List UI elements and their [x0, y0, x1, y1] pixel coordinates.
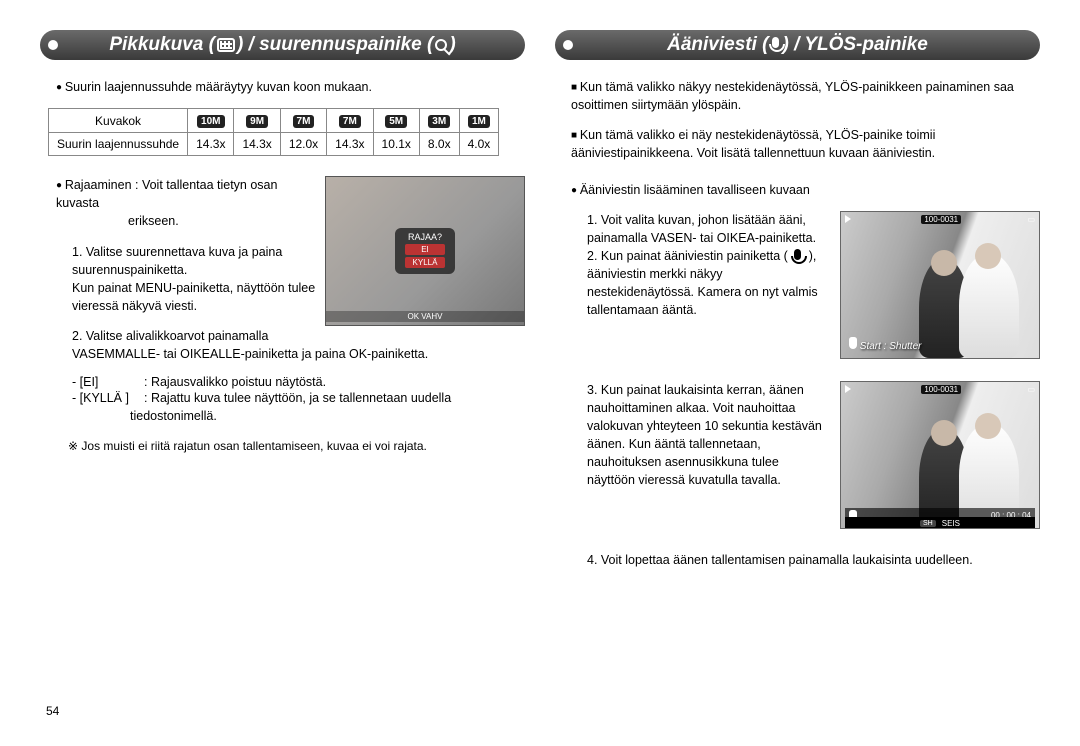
option-ei: - [EI] : Rajausvalikko poistuu näytöstä.: [40, 375, 525, 389]
ratio-cell: 12.0x: [280, 133, 326, 156]
steps-1-2-row: 1. Voit valita kuvan, johon lisätään ään…: [555, 211, 1040, 371]
right-p1: Kun tämä valikko näkyy nestekidenäytössä…: [555, 78, 1040, 114]
title-text-b: ) / YLÖS-painike: [783, 34, 928, 56]
mic-icon-inline: [793, 249, 803, 265]
magnify-icon: [435, 39, 447, 51]
folder-label: 100-0031: [921, 215, 961, 224]
right-p2: Kun tämä valikko ei näy nestekidenäytöss…: [555, 126, 1040, 162]
photo-top-bar: 100-0031 ▭: [845, 215, 1035, 224]
ratio-cell: 8.0x: [419, 133, 459, 156]
crop-dialog: RAJAA? EI KYLLÄ: [395, 228, 456, 274]
row-label-2: Suurin laajennussuhde: [49, 133, 188, 156]
size-icon: 10M: [197, 115, 224, 128]
option-kylla-cont: tiedostonimellä.: [40, 407, 525, 425]
step-2: 2. Kun painat ääniviestin painiketta ( )…: [587, 247, 830, 320]
photo-ready: 100-0031 ▭ Start : Shutter: [840, 211, 1040, 359]
left-heading: Pikkukuva ( ) / suurennuspainike ( ): [40, 30, 525, 60]
crop-section: RAJAA? EI KYLLÄ OK VAHV Rajaaminen : Voi…: [40, 176, 525, 453]
size-icon: 9M: [246, 115, 268, 128]
step-1: 1. Voit valita kuvan, johon lisätään ään…: [587, 211, 830, 247]
sh-label: SH: [920, 520, 936, 527]
crop-step2: 2. Valitse alivalikkoarvot painamalla VA…: [40, 327, 525, 363]
ratio-cell: 14.3x: [327, 133, 373, 156]
title-text-c: ): [449, 34, 455, 56]
row-label-1: Kuvakok: [49, 109, 188, 133]
right-heading: Ääniviesti ( ) / YLÖS-painike: [555, 30, 1040, 60]
play-icon: [845, 385, 851, 393]
title-text-a: Ääniviesti (: [667, 34, 768, 56]
table-row: Kuvakok 10M 9M 7M 7M 5M 3M 1M: [49, 109, 499, 133]
step-3: 3. Kun painat laukaisinta kerran, äänen …: [555, 381, 830, 490]
size-icon: 3M: [428, 115, 450, 128]
crop-note: Jos muisti ei riitä rajatun osan tallent…: [40, 439, 525, 453]
mic-icon: [771, 37, 781, 53]
left-column: Pikkukuva ( ) / suurennuspainike ( ) Suu…: [40, 30, 525, 581]
step-4: 4. Voit lopettaa äänen tallentamisen pai…: [555, 551, 1040, 569]
thumbnail-icon: [217, 38, 235, 52]
crop-opt-kylla: KYLLÄ: [405, 257, 446, 268]
photo-recording: 100-0031 ▭ 00 : 00 : 04 SH SEIS: [840, 381, 1040, 529]
ratio-cell: 14.3x: [234, 133, 280, 156]
table-row: Suurin laajennussuhde 14.3x 14.3x 12.0x …: [49, 133, 499, 156]
ok-bar: OK VAHV: [326, 311, 524, 322]
ratio-cell: 4.0x: [459, 133, 499, 156]
option-kylla: - [KYLLÄ ] : Rajattu kuva tulee näyttöön…: [40, 391, 525, 405]
right-column: Ääniviesti ( ) / YLÖS-painike Kun tämä v…: [555, 30, 1040, 581]
size-table: Kuvakok 10M 9M 7M 7M 5M 3M 1M Suurin laa…: [48, 108, 499, 156]
left-bullet-1: Suurin laajennussuhde määräytyy kuvan ko…: [40, 78, 525, 96]
crop-dialog-title: RAJAA?: [405, 232, 446, 242]
play-icon: [845, 215, 851, 223]
size-icon: 7M: [293, 115, 315, 128]
page-number: 54: [46, 704, 59, 718]
start-label: Start : Shutter: [849, 337, 921, 352]
size-icon: 5M: [385, 115, 407, 128]
seis-label: SEIS: [942, 519, 960, 528]
crop-screenshot: RAJAA? EI KYLLÄ OK VAHV: [325, 176, 525, 326]
step-3-row: 3. Kun painat laukaisinta kerran, äänen …: [555, 381, 1040, 541]
crop-opt-ei: EI: [405, 244, 446, 255]
ratio-cell: 10.1x: [373, 133, 419, 156]
photo-top-bar: 100-0031 ▭: [845, 385, 1035, 394]
title-text-a: Pikkukuva (: [109, 34, 215, 56]
ratio-cell: 14.3x: [188, 133, 234, 156]
page-container: Pikkukuva ( ) / suurennuspainike ( ) Suu…: [0, 0, 1080, 611]
title-text-b: ) / suurennuspainike (: [237, 34, 433, 56]
sub-heading: Ääniviestin lisääminen tavalliseen kuvaa…: [555, 181, 1040, 199]
size-icon: 1M: [468, 115, 490, 128]
folder-label: 100-0031: [921, 385, 961, 394]
size-icon: 7M: [339, 115, 361, 128]
